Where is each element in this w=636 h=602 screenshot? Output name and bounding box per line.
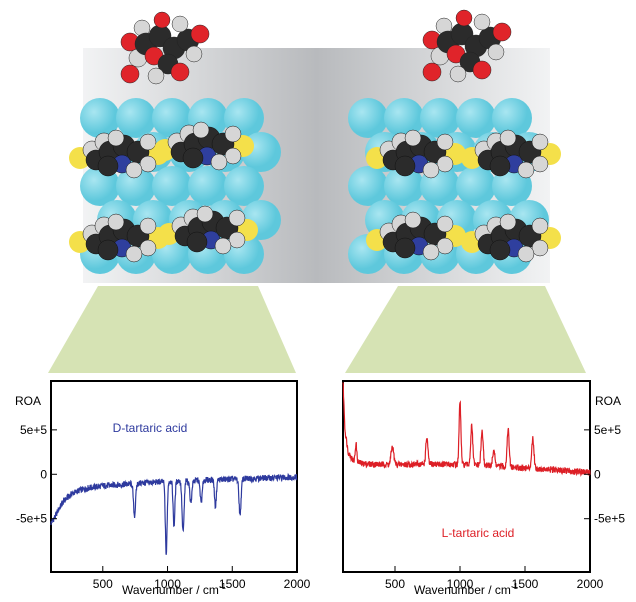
x-tick-label: 1000 <box>447 577 474 591</box>
pyridine-thiol-molecules <box>69 121 561 263</box>
xlabel-d-main: Wavenumber / cm <box>122 583 219 597</box>
ylabel-d: ROA <box>15 394 41 408</box>
x-tick-label: 1500 <box>219 577 246 591</box>
lattice-sphere <box>348 166 388 206</box>
chart-d-tartaric: 500 1000 1500 2000 5e+5 0 -5e+5 D-tartaric aci… <box>15 380 311 597</box>
series-line <box>50 472 298 555</box>
y-tick-label: 0 <box>594 467 601 481</box>
series-label-l: L-tartaric acid <box>442 526 515 540</box>
lattice-sphere <box>384 98 424 138</box>
xlabel-l-main: Wavenumber / cm <box>414 583 511 597</box>
tartaric-molecule-left <box>120 11 210 85</box>
lattice-sphere <box>348 98 388 138</box>
lattice-sphere <box>80 98 120 138</box>
adsorbed-molecule <box>366 211 466 261</box>
xlabel-l: Wavenumber / cm-1 <box>414 582 519 597</box>
lattice-sphere <box>492 98 532 138</box>
tartaric-molecule-right <box>422 9 512 83</box>
y-tick-label: -5e+5 <box>16 512 47 526</box>
x-tick-label: 500 <box>385 577 405 591</box>
adsorbed-molecule <box>158 205 258 255</box>
plot-frame-l <box>342 380 591 573</box>
adsorbed-molecule <box>461 129 561 179</box>
chart-l-tartaric: 500 1000 1500 2000 5e+5 0 -5e+5 L-tartaric aci… <box>342 380 625 597</box>
lattice-sphere <box>116 98 156 138</box>
adsorbed-molecule <box>366 129 466 179</box>
adsorbed-molecule <box>461 213 561 263</box>
surface-illustration <box>48 9 586 373</box>
ylabel-l: ROA <box>595 394 621 408</box>
zoom-trapezoid-left <box>48 286 296 373</box>
x-tick-label: 1000 <box>154 577 181 591</box>
lattice-sphere <box>456 166 496 206</box>
y-tick-label: 5e+5 <box>20 423 47 437</box>
lattice-sphere <box>152 166 192 206</box>
zoom-trapezoid-right <box>345 286 586 373</box>
xlabel-d: Wavenumber / cm-1 <box>122 582 227 597</box>
y-tick-label: 5e+5 <box>594 423 621 437</box>
adsorbed-molecule <box>154 121 254 171</box>
lattice-sphere <box>456 98 496 138</box>
x-tick-label: 500 <box>93 577 113 591</box>
series-line <box>342 382 591 477</box>
lattice-sphere <box>116 166 156 206</box>
y-tick-label: -5e+5 <box>594 512 625 526</box>
series-label-d: D-tartaric acid <box>113 421 188 435</box>
xlabel-d-sup: -1 <box>219 582 227 591</box>
x-tick-label: 1500 <box>512 577 539 591</box>
lattice-sphere <box>188 166 228 206</box>
x-tick-label: 2000 <box>284 577 311 591</box>
x-tick-label: 2000 <box>577 577 604 591</box>
lattice-sphere <box>224 166 264 206</box>
y-tick-label: 0 <box>40 467 47 481</box>
xlabel-l-sup: -1 <box>511 582 519 591</box>
lattice-sphere <box>384 166 424 206</box>
lattice-sphere <box>420 98 460 138</box>
